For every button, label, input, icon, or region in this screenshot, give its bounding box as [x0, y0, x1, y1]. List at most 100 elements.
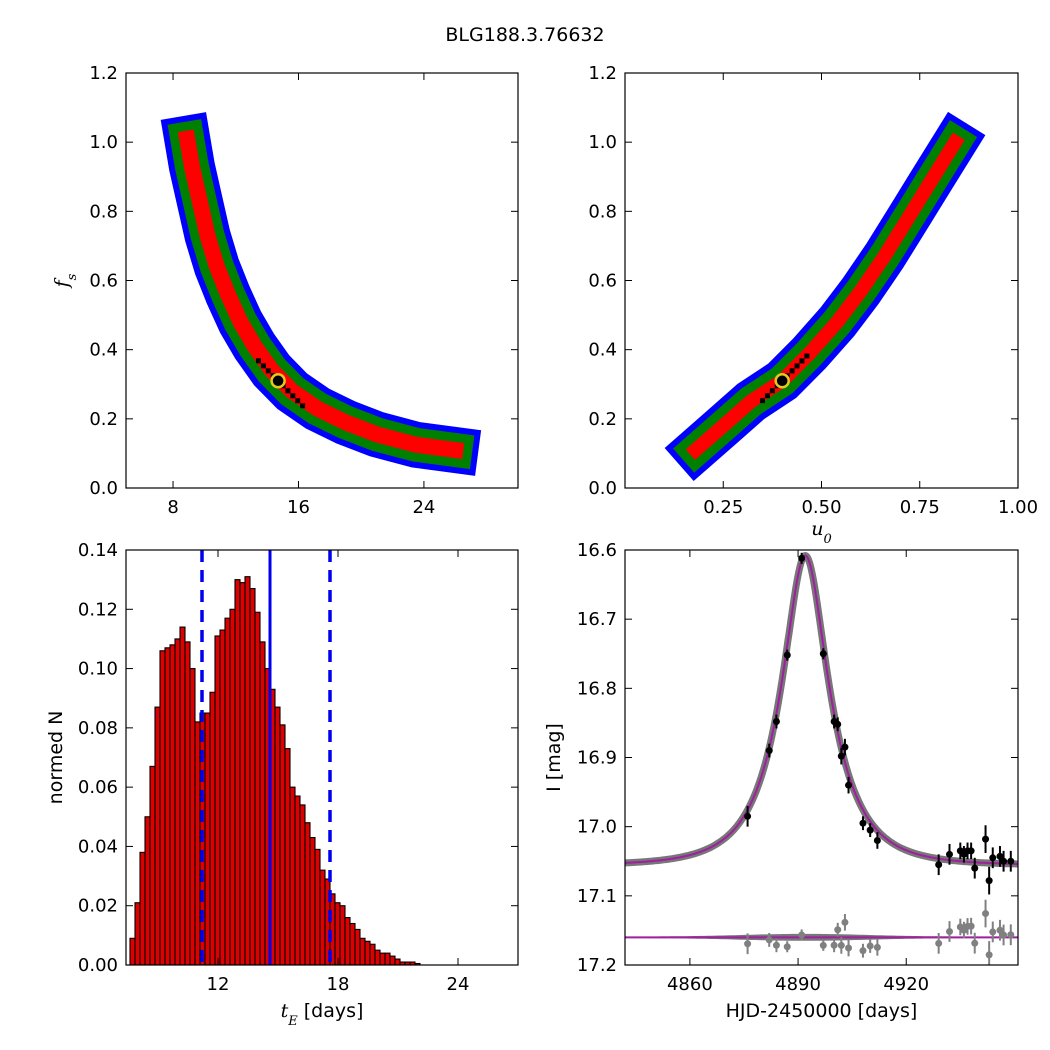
- data-point: [873, 837, 881, 844]
- data-point: [798, 554, 806, 562]
- data-point: [996, 852, 1004, 860]
- x-tick-label: 12: [207, 974, 230, 995]
- axes-frame: [125, 549, 519, 966]
- plot-area: [664, 111, 986, 482]
- x-axis-label: u0: [811, 518, 832, 547]
- data-point: [837, 752, 845, 760]
- x-tick-label: 18: [327, 974, 350, 995]
- data-point: [744, 812, 752, 820]
- histogram-bar: [359, 937, 366, 965]
- best-fit-pixel: [290, 393, 296, 399]
- histogram-bar: [239, 582, 246, 965]
- x-tick-label: 0.25: [703, 497, 743, 518]
- data-point: [967, 847, 975, 855]
- histogram-bar: [219, 629, 226, 965]
- residual-point: [830, 941, 838, 949]
- data-point: [841, 743, 849, 751]
- residual-point: [859, 947, 867, 955]
- y-tick-label: 17.0: [577, 817, 617, 838]
- histogram-bar: [319, 869, 326, 965]
- y-tick-label: 0.2: [588, 409, 617, 430]
- histogram-bar: [374, 949, 381, 965]
- y-tick-label: 16.6: [577, 540, 617, 561]
- histogram-bar: [139, 851, 146, 965]
- residual-point: [744, 940, 752, 948]
- data-point: [989, 854, 997, 862]
- contour-1sigma: [177, 129, 465, 459]
- plot-area: [625, 552, 1018, 965]
- histogram-bar: [414, 962, 421, 965]
- histogram-bar: [164, 647, 171, 965]
- y-tick-label: 17.1: [577, 886, 617, 907]
- histogram-bar: [149, 765, 156, 965]
- histogram-bar: [384, 952, 391, 965]
- residual-point: [996, 926, 1004, 934]
- histogram-bar: [299, 804, 306, 965]
- y-tick-label: 0.02: [78, 896, 118, 917]
- best-fit-pixel: [764, 393, 770, 399]
- residual-point: [772, 941, 780, 949]
- y-tick-label: 0.04: [78, 836, 118, 857]
- y-tick-label: 0.10: [78, 659, 118, 680]
- y-axis-label: fs: [51, 273, 80, 289]
- x-tick-label: 16: [287, 497, 310, 518]
- histogram-bar: [189, 668, 196, 965]
- x-tick-label: 4860: [667, 974, 713, 995]
- histogram-bar: [389, 955, 396, 965]
- y-tick-label: 0.0: [89, 478, 118, 499]
- y-tick-label: 0.00: [78, 955, 118, 976]
- x-axis-label: HJD-2450000 [days]: [726, 1000, 918, 1022]
- histogram-bar: [129, 937, 136, 965]
- x-tick-label: 24: [412, 497, 435, 518]
- histogram-bar: [159, 650, 166, 965]
- histogram-bar: [289, 786, 296, 965]
- panel-te_histogram: 12 18 24 0.00 0.02 0.04 0.06 0.08 0.10 0.12 0.14 no…: [45, 540, 519, 1029]
- data-point: [1007, 857, 1015, 865]
- x-tick-label: 0.50: [801, 497, 841, 518]
- histogram-bar: [379, 952, 386, 965]
- y-tick-label: 0.0: [588, 478, 617, 499]
- best-fit-marker: [270, 373, 286, 389]
- histogram-bar: [294, 795, 301, 965]
- best-fit-pixel: [260, 363, 266, 369]
- data-point: [982, 835, 990, 843]
- data-point: [834, 720, 842, 728]
- histogram-bar: [339, 905, 346, 965]
- residual-point: [866, 942, 874, 950]
- histogram-bar: [274, 706, 281, 965]
- best-fit-pixel: [285, 388, 291, 394]
- best-fit-pixel: [794, 363, 800, 369]
- y-tick-label: 0.12: [78, 599, 118, 620]
- model-curve: [625, 554, 1018, 865]
- x-tick-label: 8: [167, 497, 178, 518]
- x-tick-label: 4920: [883, 974, 929, 995]
- residual-point: [765, 936, 773, 944]
- data-point: [819, 650, 827, 658]
- y-axis-label: normed N: [45, 711, 67, 805]
- residual-point: [834, 926, 842, 934]
- histogram-bar: [244, 576, 251, 965]
- histogram-bar: [304, 822, 311, 965]
- y-tick-label: 16.8: [577, 678, 617, 699]
- histogram-bar: [354, 928, 361, 965]
- histogram-bar: [334, 902, 341, 965]
- data-point: [772, 718, 780, 726]
- data-point: [859, 819, 867, 827]
- residual-point: [873, 943, 881, 951]
- plot-area: [160, 112, 482, 476]
- histogram-bar: [279, 724, 286, 965]
- histogram-bar: [394, 958, 401, 965]
- panel-fs_vs_te: 8 16 24 0.0 0.2 0.4 0.6 0.8 1.0 1.2 fs: [51, 63, 519, 518]
- histogram-bar: [204, 712, 211, 965]
- y-tick-label: 0.4: [89, 340, 118, 361]
- histogram-bar: [284, 748, 291, 965]
- data-point: [866, 826, 874, 834]
- panels: 8 16 24 0.0 0.2 0.4 0.6 0.8 1.0 1.2 fs 0.25 0.50 0.75…: [45, 63, 1038, 1029]
- best-fit-pixel: [804, 353, 810, 359]
- histogram-bar: [184, 641, 191, 965]
- y-tick-label: 0.6: [89, 271, 118, 292]
- y-tick-label: 0.6: [588, 271, 617, 292]
- histogram-bar: [344, 917, 351, 965]
- data-point: [945, 850, 953, 858]
